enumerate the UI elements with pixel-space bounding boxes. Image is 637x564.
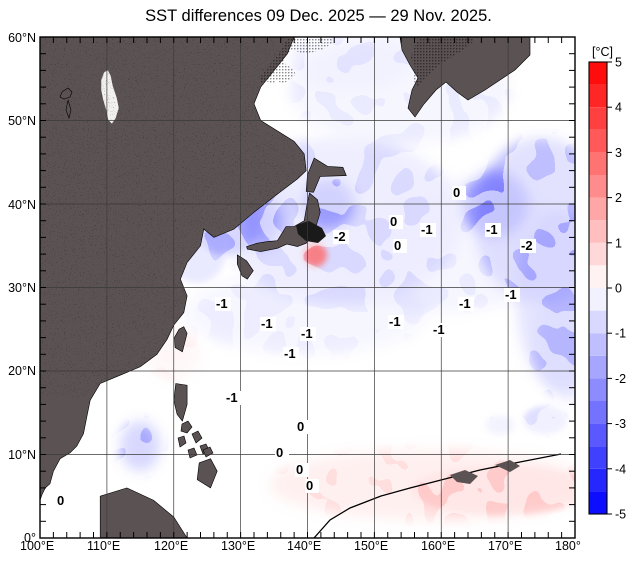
svg-text:0: 0 bbox=[297, 419, 304, 434]
svg-text:0: 0 bbox=[390, 214, 397, 229]
svg-text:-1: -1 bbox=[389, 314, 401, 329]
svg-text:3: 3 bbox=[615, 146, 622, 160]
svg-text:-1: -1 bbox=[486, 222, 498, 237]
svg-text:0: 0 bbox=[296, 462, 303, 477]
svg-text:0: 0 bbox=[276, 445, 283, 460]
svg-text:-1: -1 bbox=[433, 322, 445, 337]
svg-text:-2: -2 bbox=[334, 229, 346, 244]
svg-text:2: 2 bbox=[615, 191, 622, 205]
svg-text:0: 0 bbox=[615, 282, 622, 296]
svg-text:-1: -1 bbox=[505, 287, 517, 302]
svg-text:0: 0 bbox=[394, 238, 401, 253]
svg-text:-1: -1 bbox=[261, 316, 273, 331]
svg-text:-5: -5 bbox=[615, 508, 626, 522]
svg-text:4: 4 bbox=[615, 101, 622, 115]
svg-text:-2: -2 bbox=[615, 372, 626, 386]
svg-text:1: 1 bbox=[615, 236, 622, 250]
svg-text:-1: -1 bbox=[284, 346, 296, 361]
svg-text:-1: -1 bbox=[459, 296, 471, 311]
svg-text:0: 0 bbox=[453, 185, 460, 200]
svg-text:-1: -1 bbox=[226, 390, 238, 405]
svg-text:-3: -3 bbox=[615, 417, 626, 431]
svg-text:-1: -1 bbox=[301, 326, 313, 341]
svg-text:-1: -1 bbox=[421, 222, 433, 237]
svg-text:0: 0 bbox=[306, 478, 313, 493]
svg-text:-1: -1 bbox=[615, 327, 626, 341]
svg-text:-4: -4 bbox=[615, 462, 626, 476]
svg-text:0: 0 bbox=[57, 493, 64, 508]
svg-text:[°C]: [°C] bbox=[592, 45, 613, 59]
svg-text:5: 5 bbox=[615, 56, 622, 70]
svg-text:-1: -1 bbox=[216, 296, 228, 311]
svg-text:-2: -2 bbox=[521, 238, 533, 253]
